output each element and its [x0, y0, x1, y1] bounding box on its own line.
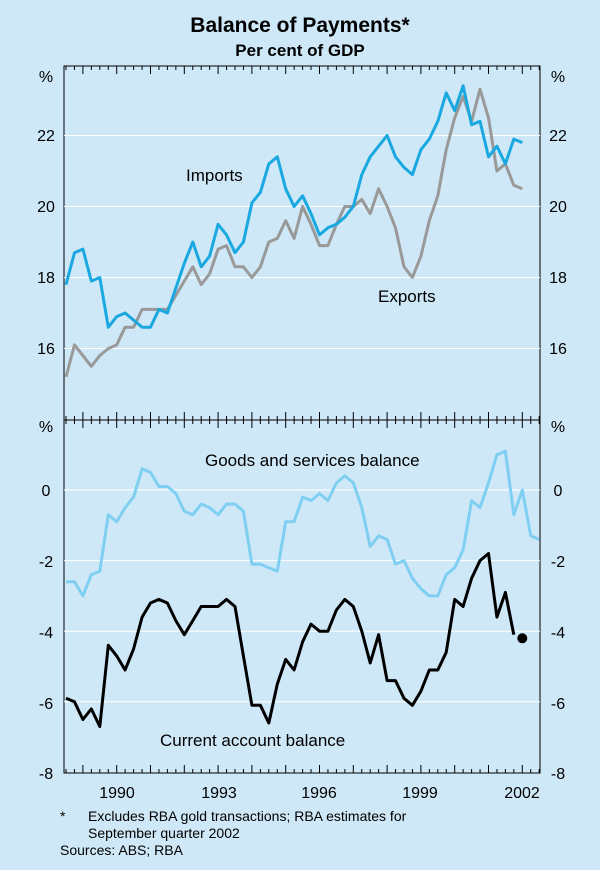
goods-services-balance-label: Goods and services balance: [205, 451, 420, 470]
bottom-left-tick-minus8: -8: [39, 766, 53, 783]
bottom-right-tick-minus4: -4: [551, 625, 565, 642]
x-tick-label-1999: 1999: [402, 785, 438, 802]
top-right-unit-label: %: [551, 69, 565, 86]
chart-subtitle: Per cent of GDP: [235, 41, 364, 60]
bottom-left-tick-minus2: -2: [39, 554, 53, 571]
imports-series-line: [64, 84, 523, 329]
bottom-panel-gridlines: [64, 489, 540, 703]
top-left-tick-16: 16: [37, 341, 55, 358]
bottom-right-tick-minus2: -2: [551, 554, 565, 571]
footnote-line-1: Excludes RBA gold transactions; RBA esti…: [88, 808, 407, 824]
x-tick-label-1990: 1990: [99, 785, 135, 802]
bottom-left-unit-label: %: [39, 419, 53, 436]
current-account-balance-line: [65, 552, 516, 728]
x-tick-label-1993: 1993: [201, 785, 237, 802]
goods-services-balance-line: [66, 449, 540, 598]
bottom-right-unit-label: %: [551, 419, 565, 436]
sources-note: Sources: ABS; RBA: [60, 842, 183, 858]
bottom-right-tick-0: 0: [554, 483, 563, 500]
top-left-tick-20: 20: [37, 199, 55, 216]
current-account-estimate-marker: [517, 633, 528, 644]
top-left-tick-18: 18: [37, 270, 55, 287]
bottom-left-tick-minus4: -4: [39, 625, 53, 642]
imports-series-label: Imports: [186, 166, 243, 185]
footnote-line-2: September quarter 2002: [88, 825, 240, 841]
chart-title: Balance of Payments*: [190, 14, 410, 37]
top-left-tick-22: 22: [37, 128, 55, 145]
bottom-right-tick-minus6: -6: [551, 696, 565, 713]
bottom-left-tick-0: 0: [42, 483, 51, 500]
x-tick-label-1996: 1996: [301, 785, 337, 802]
bottom-left-tick-minus6: -6: [39, 696, 53, 713]
top-right-tick-16: 16: [549, 341, 567, 358]
x-tick-label-2002: 2002: [504, 785, 540, 802]
top-right-tick-18: 18: [549, 270, 567, 287]
x-axis-ticks: [65, 66, 540, 773]
top-panel-gridlines: [64, 135, 540, 349]
top-left-unit-label: %: [39, 69, 53, 86]
top-right-tick-22: 22: [549, 128, 567, 145]
current-account-balance-label: Current account balance: [160, 731, 345, 750]
top-right-tick-20: 20: [549, 199, 567, 216]
bottom-right-tick-minus8: -8: [551, 766, 565, 783]
exports-series-label: Exports: [378, 287, 436, 306]
footnote-marker: *: [60, 808, 66, 824]
exports-series-line: [64, 87, 523, 378]
